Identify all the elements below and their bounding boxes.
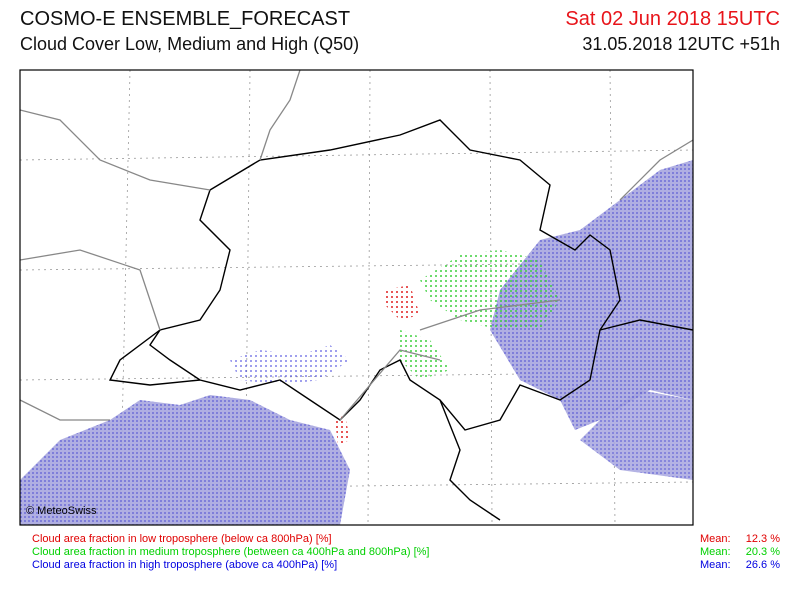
- subtitle: Cloud Cover Low, Medium and High (Q50): [20, 34, 360, 54]
- run-time: 31.05.2018 12UTC +51h: [582, 34, 780, 54]
- mean-label: Mean:: [700, 546, 731, 558]
- mean-value: 20.3 %: [745, 546, 780, 558]
- legend-label: Cloud area fraction in medium tropospher…: [32, 546, 430, 558]
- mean-value: 26.6 %: [745, 559, 780, 571]
- valid-time: Sat 02 Jun 2018 15UTC: [565, 8, 780, 30]
- mean-label: Mean:: [700, 559, 731, 571]
- legend-label: Cloud area fraction in low troposphere (…: [32, 533, 332, 545]
- mean-value: 12.3 %: [745, 533, 780, 545]
- legend-label: Cloud area fraction in high troposphere …: [32, 559, 338, 571]
- map-area: [20, 70, 693, 525]
- credit: © MeteoSwiss: [26, 505, 97, 517]
- title: COSMO-E ENSEMBLE_FORECAST: [20, 8, 351, 30]
- map-frame: [19, 69, 694, 526]
- mean-label: Mean:: [700, 533, 731, 545]
